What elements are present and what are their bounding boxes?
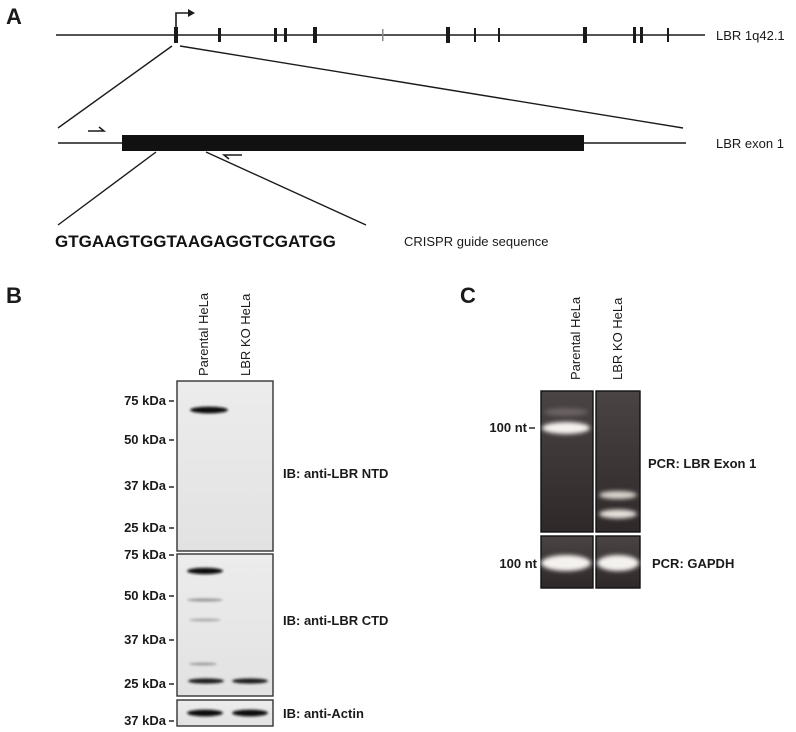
- zoom-line: [179, 45, 684, 129]
- exon-mark: [498, 28, 500, 42]
- gel-band: [542, 422, 590, 434]
- ctd-markers: 75 kDa 50 kDa 37 kDa 25 kDa: [124, 547, 174, 691]
- lane-label-ko: LBR KO HeLa: [610, 297, 625, 380]
- gel-band: [541, 555, 591, 571]
- reverse-primer-icon: [221, 154, 242, 160]
- exon-mark: [382, 29, 384, 41]
- gel-exon1: 100 nt PCR: LBR Exon 1: [489, 390, 756, 533]
- marker-25-kda: 25 kDa: [124, 520, 167, 535]
- blot-band: [188, 678, 224, 684]
- blot-band: [232, 678, 268, 684]
- guide-sequence-label: CRISPR guide sequence: [404, 234, 549, 249]
- blot-ctd-frame: [176, 553, 274, 697]
- gel-exon1-marker: 100 nt: [489, 420, 527, 435]
- blot-band: [187, 709, 223, 717]
- blot-ntd: 75 kDa 50 kDa 37 kDa 25 kDa IB: anti-LBR…: [124, 380, 388, 552]
- exon-mark: [174, 27, 178, 43]
- exon-mark: [313, 27, 317, 43]
- blot-band: [190, 406, 228, 414]
- exon-mark: [640, 27, 643, 43]
- marker-25-kda: 25 kDa: [124, 676, 167, 691]
- guide-zoom-line: [205, 151, 367, 226]
- gel-gapdh: 100 nt PCR: GAPDH: [499, 535, 734, 589]
- marker-37-kda: 37 kDa: [124, 713, 167, 728]
- marker-50-kda: 50 kDa: [124, 588, 167, 603]
- lane-label-parental: Parental HeLa: [568, 296, 583, 380]
- blot-actin: 37 kDa IB: anti-Actin: [124, 699, 364, 728]
- exon-label: LBR exon 1: [716, 136, 784, 151]
- gel-exon1-lane-ko: [595, 390, 641, 533]
- gel-gapdh-label: PCR: GAPDH: [652, 556, 734, 571]
- lane-label-ko: LBR KO HeLa: [238, 293, 253, 376]
- gel-gapdh-marker: 100 nt: [499, 556, 537, 571]
- gel-band: [599, 509, 637, 519]
- ntd-markers: 75 kDa 50 kDa 37 kDa 25 kDa: [124, 393, 174, 535]
- guide-zoom-line: [57, 151, 157, 226]
- gel-band: [544, 408, 588, 416]
- exon-mark: [274, 28, 277, 42]
- exon-mark: [446, 27, 450, 43]
- exon-mark: [218, 28, 221, 42]
- marker-50-kda: 50 kDa: [124, 432, 167, 447]
- exon-mark: [474, 28, 476, 42]
- exon-marks: [174, 27, 669, 43]
- blot-actin-label: IB: anti-Actin: [283, 706, 364, 721]
- blot-band: [189, 662, 217, 666]
- guide-sequence: GTGAAGTGGTAAGAGGTCGATGG: [55, 232, 336, 251]
- marker-75-kda: 75 kDa: [124, 547, 167, 562]
- panel-b: B Parental HeLa LBR KO HeLa 75 kDa 50 kD…: [6, 283, 388, 728]
- marker-37-kda: 37 kDa: [124, 632, 167, 647]
- panel-a-letter: A: [6, 4, 22, 29]
- panel-a: A LBR 1q42.1: [6, 4, 785, 251]
- exon-mark: [583, 27, 587, 43]
- exon-mark: [284, 28, 287, 42]
- blot-band: [232, 709, 268, 717]
- blot-ntd-label: IB: anti-LBR NTD: [283, 466, 388, 481]
- panel-c: C Parental HeLa LBR KO HeLa 100 nt PCR: …: [460, 283, 756, 589]
- blot-band: [187, 567, 223, 575]
- lane-label-parental: Parental HeLa: [196, 292, 211, 376]
- tss-arrow-icon: [175, 9, 195, 27]
- exon-1-box: [122, 135, 584, 151]
- exon-mark: [667, 28, 669, 42]
- blot-band: [189, 618, 221, 622]
- gel-band: [597, 555, 639, 571]
- blot-ctd: 75 kDa 50 kDa 37 kDa 25 kDa IB: anti-LBR…: [124, 547, 388, 697]
- gene-label: LBR 1q42.1: [716, 28, 785, 43]
- blot-ntd-frame: [176, 380, 274, 552]
- marker-75-kda: 75 kDa: [124, 393, 167, 408]
- exon-mark: [633, 27, 636, 43]
- gel-exon1-label: PCR: LBR Exon 1: [648, 456, 756, 471]
- blot-band: [187, 598, 223, 602]
- panel-b-letter: B: [6, 283, 22, 308]
- panel-c-letter: C: [460, 283, 476, 308]
- zoom-line: [57, 45, 173, 129]
- marker-37-kda: 37 kDa: [124, 478, 167, 493]
- blot-ctd-label: IB: anti-LBR CTD: [283, 613, 388, 628]
- gel-band: [599, 491, 637, 499]
- forward-primer-icon: [88, 126, 107, 132]
